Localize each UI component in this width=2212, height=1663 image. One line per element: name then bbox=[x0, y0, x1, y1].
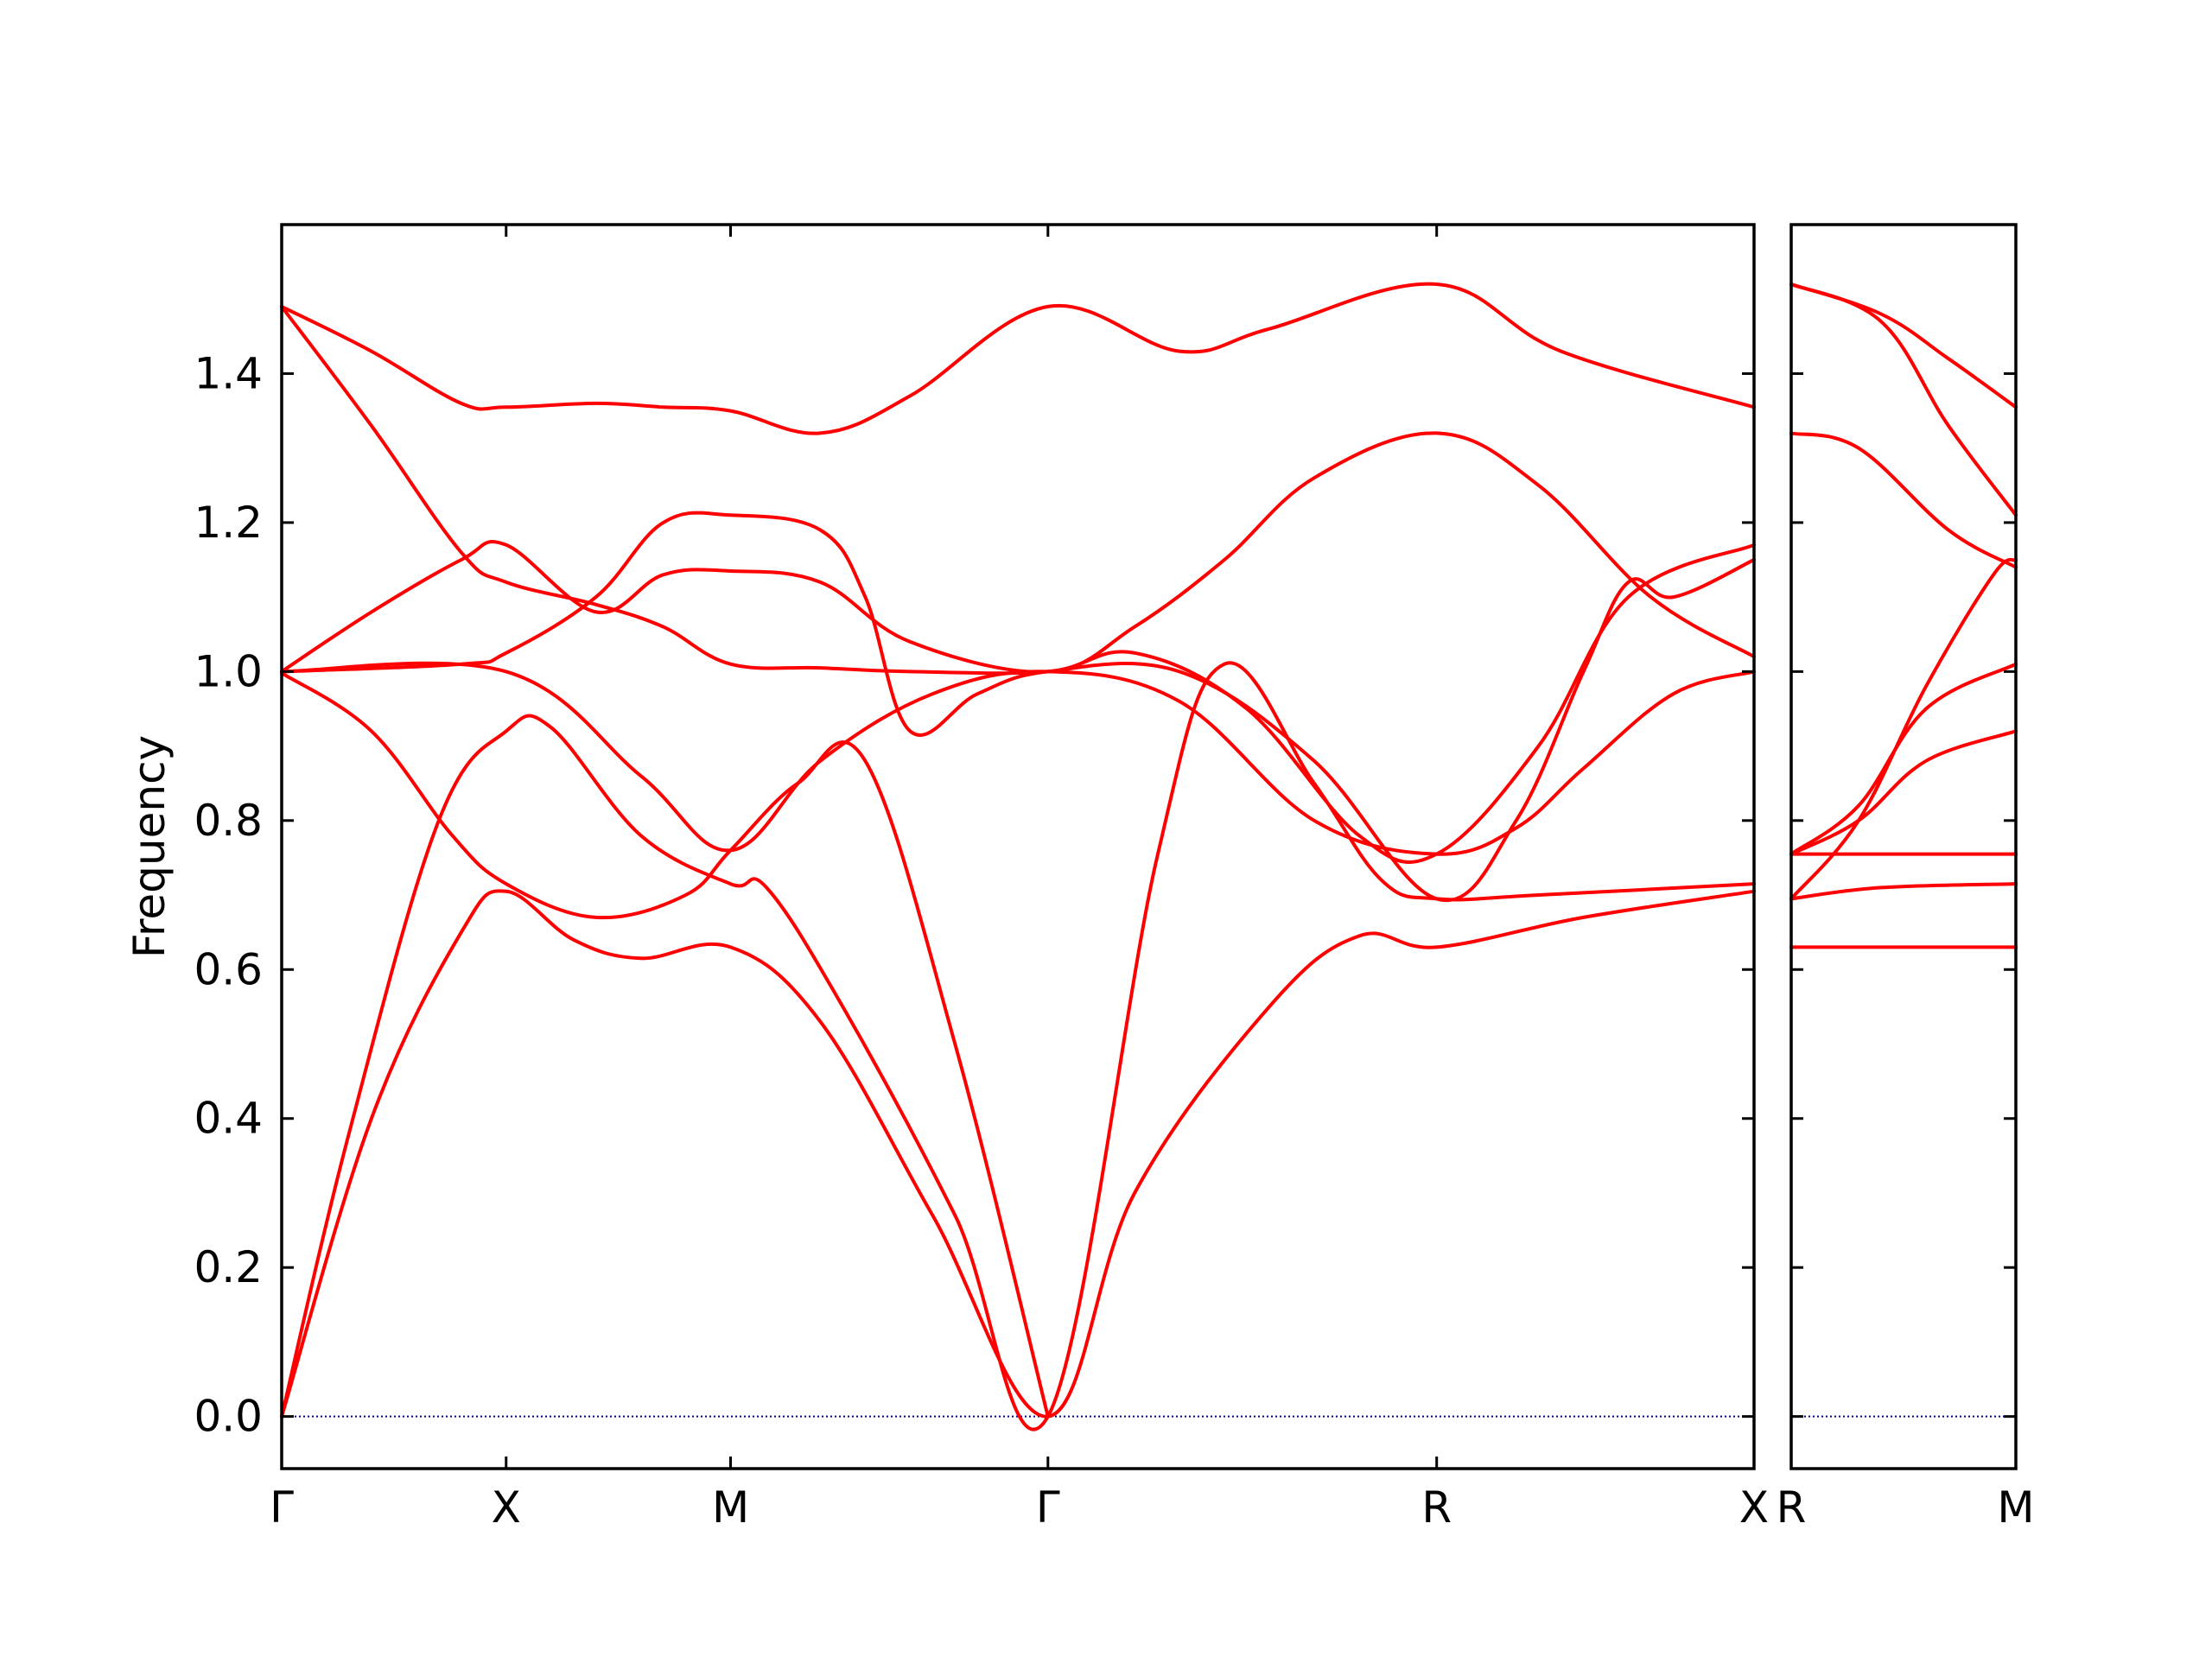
band-line-main-2 bbox=[280, 661, 1756, 1431]
y-tick-label: 1.0 bbox=[194, 646, 263, 696]
band-line-main-3 bbox=[280, 671, 1050, 1419]
y-tick-label: 0.8 bbox=[194, 796, 263, 846]
plot-frame-main bbox=[280, 223, 1756, 1470]
y-tick-label: 0.6 bbox=[194, 944, 263, 994]
x-tick-label: R bbox=[1421, 1482, 1452, 1533]
x-tick-label: Γ bbox=[270, 1482, 294, 1533]
band-line-right-5 bbox=[1789, 729, 2018, 856]
band-line-main-4 bbox=[280, 661, 1756, 856]
band-line-main-6 bbox=[280, 431, 1756, 674]
y-axis-title: Frequency bbox=[124, 735, 175, 958]
band-line-main-5 bbox=[280, 511, 1756, 903]
band-line-right-3 bbox=[1789, 557, 2018, 901]
y-tick-label: 0.4 bbox=[194, 1094, 263, 1144]
x-tick-label: R bbox=[1777, 1482, 1807, 1533]
band-line-right-8 bbox=[1789, 282, 2018, 517]
y-tick-label: 0.2 bbox=[194, 1242, 263, 1292]
bands-layer bbox=[280, 282, 2018, 1431]
band-line-right-9 bbox=[1789, 282, 2018, 409]
ticks-layer bbox=[280, 225, 2018, 1469]
y-tick-label: 1.4 bbox=[194, 348, 263, 398]
frames-layer bbox=[280, 223, 2018, 1470]
x-tick-label: M bbox=[712, 1482, 749, 1533]
band-line-main-7 bbox=[280, 304, 1756, 864]
band-line-main-1 bbox=[280, 889, 1756, 1419]
x-tick-label: X bbox=[1739, 1482, 1769, 1533]
y-tick-label: 1.2 bbox=[194, 498, 263, 548]
y-tick-label: 0.0 bbox=[194, 1392, 263, 1442]
plot-frame-right bbox=[1789, 223, 2018, 1470]
x-tick-label: M bbox=[1997, 1482, 2034, 1533]
band-line-main-8 bbox=[280, 282, 1756, 435]
band-line-right-7 bbox=[1789, 431, 2018, 569]
x-tick-label: X bbox=[492, 1482, 521, 1533]
band-line-right-6 bbox=[1789, 662, 2018, 856]
band-line-right-2 bbox=[1789, 882, 2018, 901]
labels-layer: Γ X M Γ R X R M0.00.20.40.60.81.01.21.4 bbox=[194, 348, 2034, 1533]
x-tick-label: Γ bbox=[1036, 1482, 1060, 1533]
